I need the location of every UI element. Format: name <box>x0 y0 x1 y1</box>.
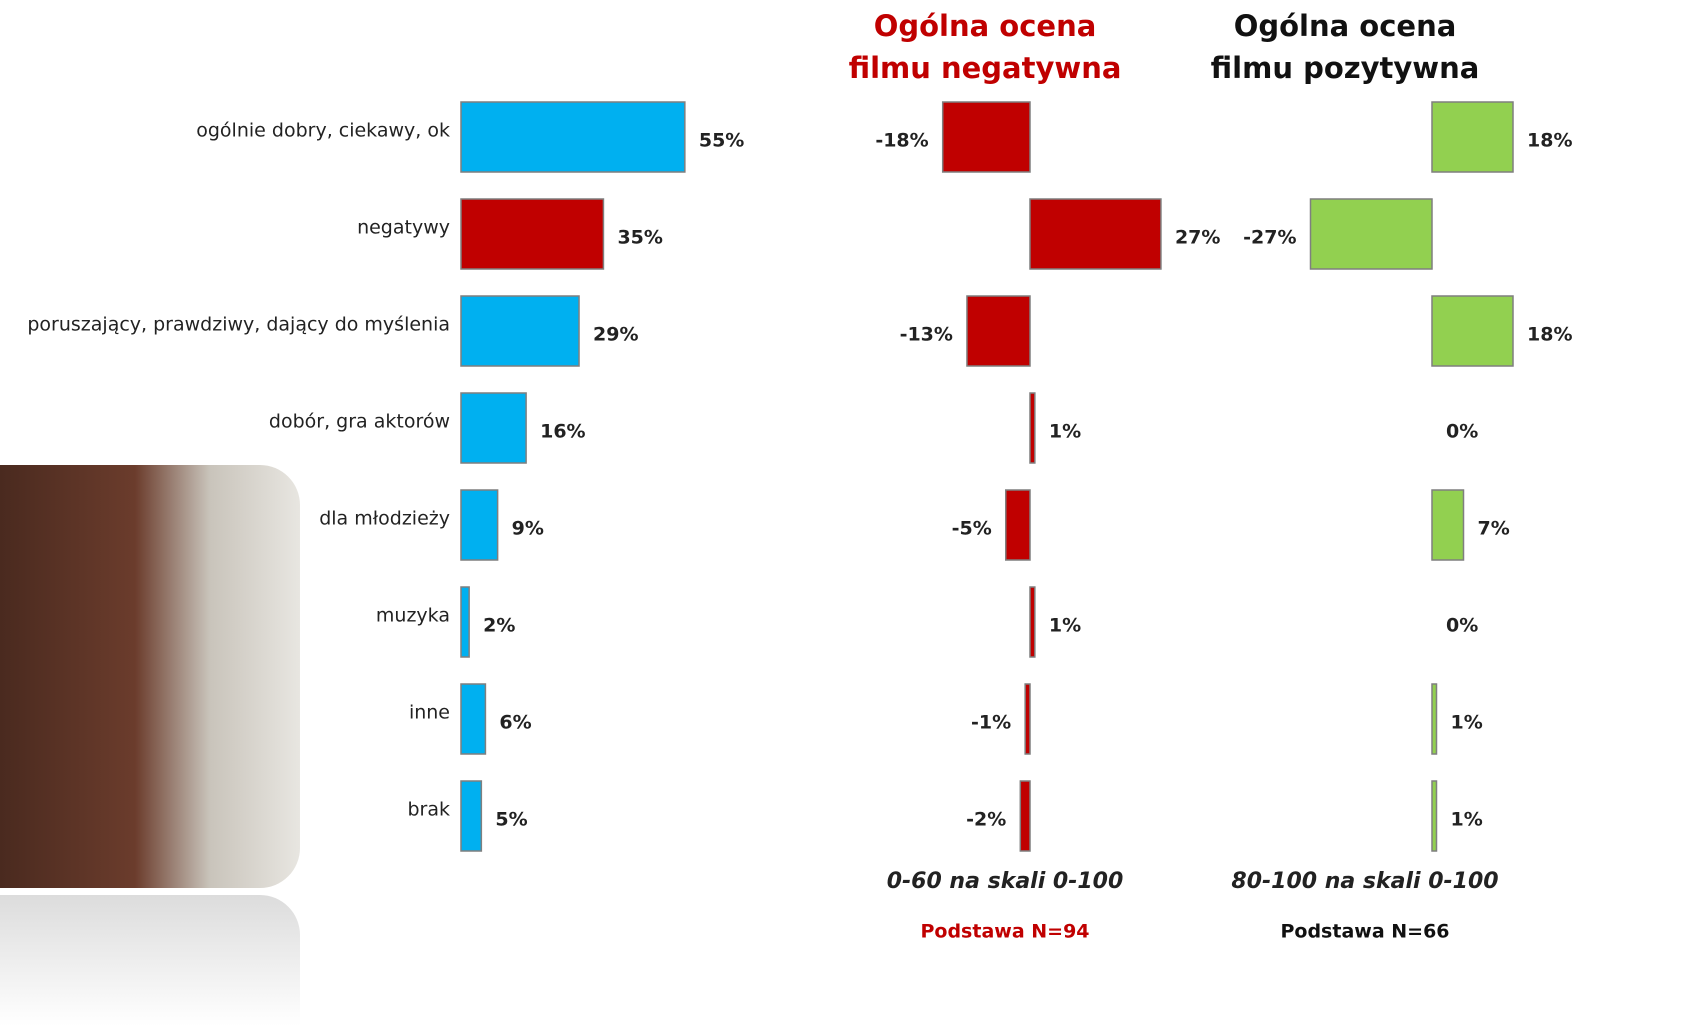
value-label: 6% <box>499 712 531 734</box>
chart-subtitle: 0-60 na skali 0-100 <box>887 869 1124 894</box>
chart-note: Podstawa N=94 <box>920 921 1089 943</box>
value-label: 16% <box>540 421 585 443</box>
bar <box>1431 101 1514 173</box>
chart-note: Podstawa N=66 <box>1280 921 1449 943</box>
bar <box>460 198 605 270</box>
bar <box>1309 198 1433 270</box>
chart-title: Ogólna ocena filmu pozytywna <box>1211 9 1480 85</box>
bar <box>460 586 470 658</box>
value-label: 1% <box>1049 421 1081 443</box>
value-label: 1% <box>1451 712 1483 734</box>
value-label: 18% <box>1527 324 1572 346</box>
bar <box>1431 295 1514 367</box>
value-label: -13% <box>900 324 953 346</box>
value-label: 29% <box>593 324 638 346</box>
value-label: -27% <box>1243 227 1296 249</box>
category-label: dla młodzieży <box>319 508 450 530</box>
category-label: dobór, gra aktorów <box>269 411 450 433</box>
value-label: 1% <box>1049 615 1081 637</box>
category-label: poruszający, prawdziwy, dający do myślen… <box>27 314 450 336</box>
bar <box>1005 489 1031 561</box>
value-label: 55% <box>699 130 744 152</box>
value-label: 7% <box>1478 518 1510 540</box>
chart-subtitle: 80-100 na skali 0-100 <box>1231 869 1498 894</box>
bar <box>1024 683 1031 755</box>
bar <box>460 392 527 464</box>
value-label: 2% <box>483 615 515 637</box>
bar <box>460 683 487 755</box>
value-label: 9% <box>512 518 544 540</box>
photo-reflection <box>0 895 300 1026</box>
photo <box>0 465 300 888</box>
bar <box>1029 392 1036 464</box>
category-label: inne <box>409 702 450 724</box>
bar <box>460 489 499 561</box>
bar <box>1431 780 1438 852</box>
value-label: -2% <box>966 809 1006 831</box>
bar <box>1029 586 1036 658</box>
bar <box>1431 683 1438 755</box>
value-label: 27% <box>1175 227 1220 249</box>
bar <box>460 780 483 852</box>
bar <box>1431 489 1465 561</box>
category-label: negatywy <box>357 217 450 239</box>
value-label: 0% <box>1446 615 1478 637</box>
value-label: -1% <box>971 712 1011 734</box>
value-label: 5% <box>495 809 527 831</box>
bar <box>1029 198 1162 270</box>
value-label: -18% <box>875 130 928 152</box>
bar <box>941 101 1031 173</box>
bar <box>460 295 580 367</box>
bar <box>1019 780 1031 852</box>
value-label: 0% <box>1446 421 1478 443</box>
value-label: -5% <box>952 518 992 540</box>
category-label: ogólnie dobry, ciekawy, ok <box>196 120 450 142</box>
value-label: 18% <box>1527 130 1572 152</box>
category-label: brak <box>407 799 450 821</box>
bar <box>460 101 686 173</box>
value-label: 35% <box>617 227 662 249</box>
bar <box>966 295 1031 367</box>
category-label: muzyka <box>376 605 450 627</box>
chart-title: Ogólna ocena filmu negatywna <box>849 9 1122 85</box>
value-label: 1% <box>1451 809 1483 831</box>
